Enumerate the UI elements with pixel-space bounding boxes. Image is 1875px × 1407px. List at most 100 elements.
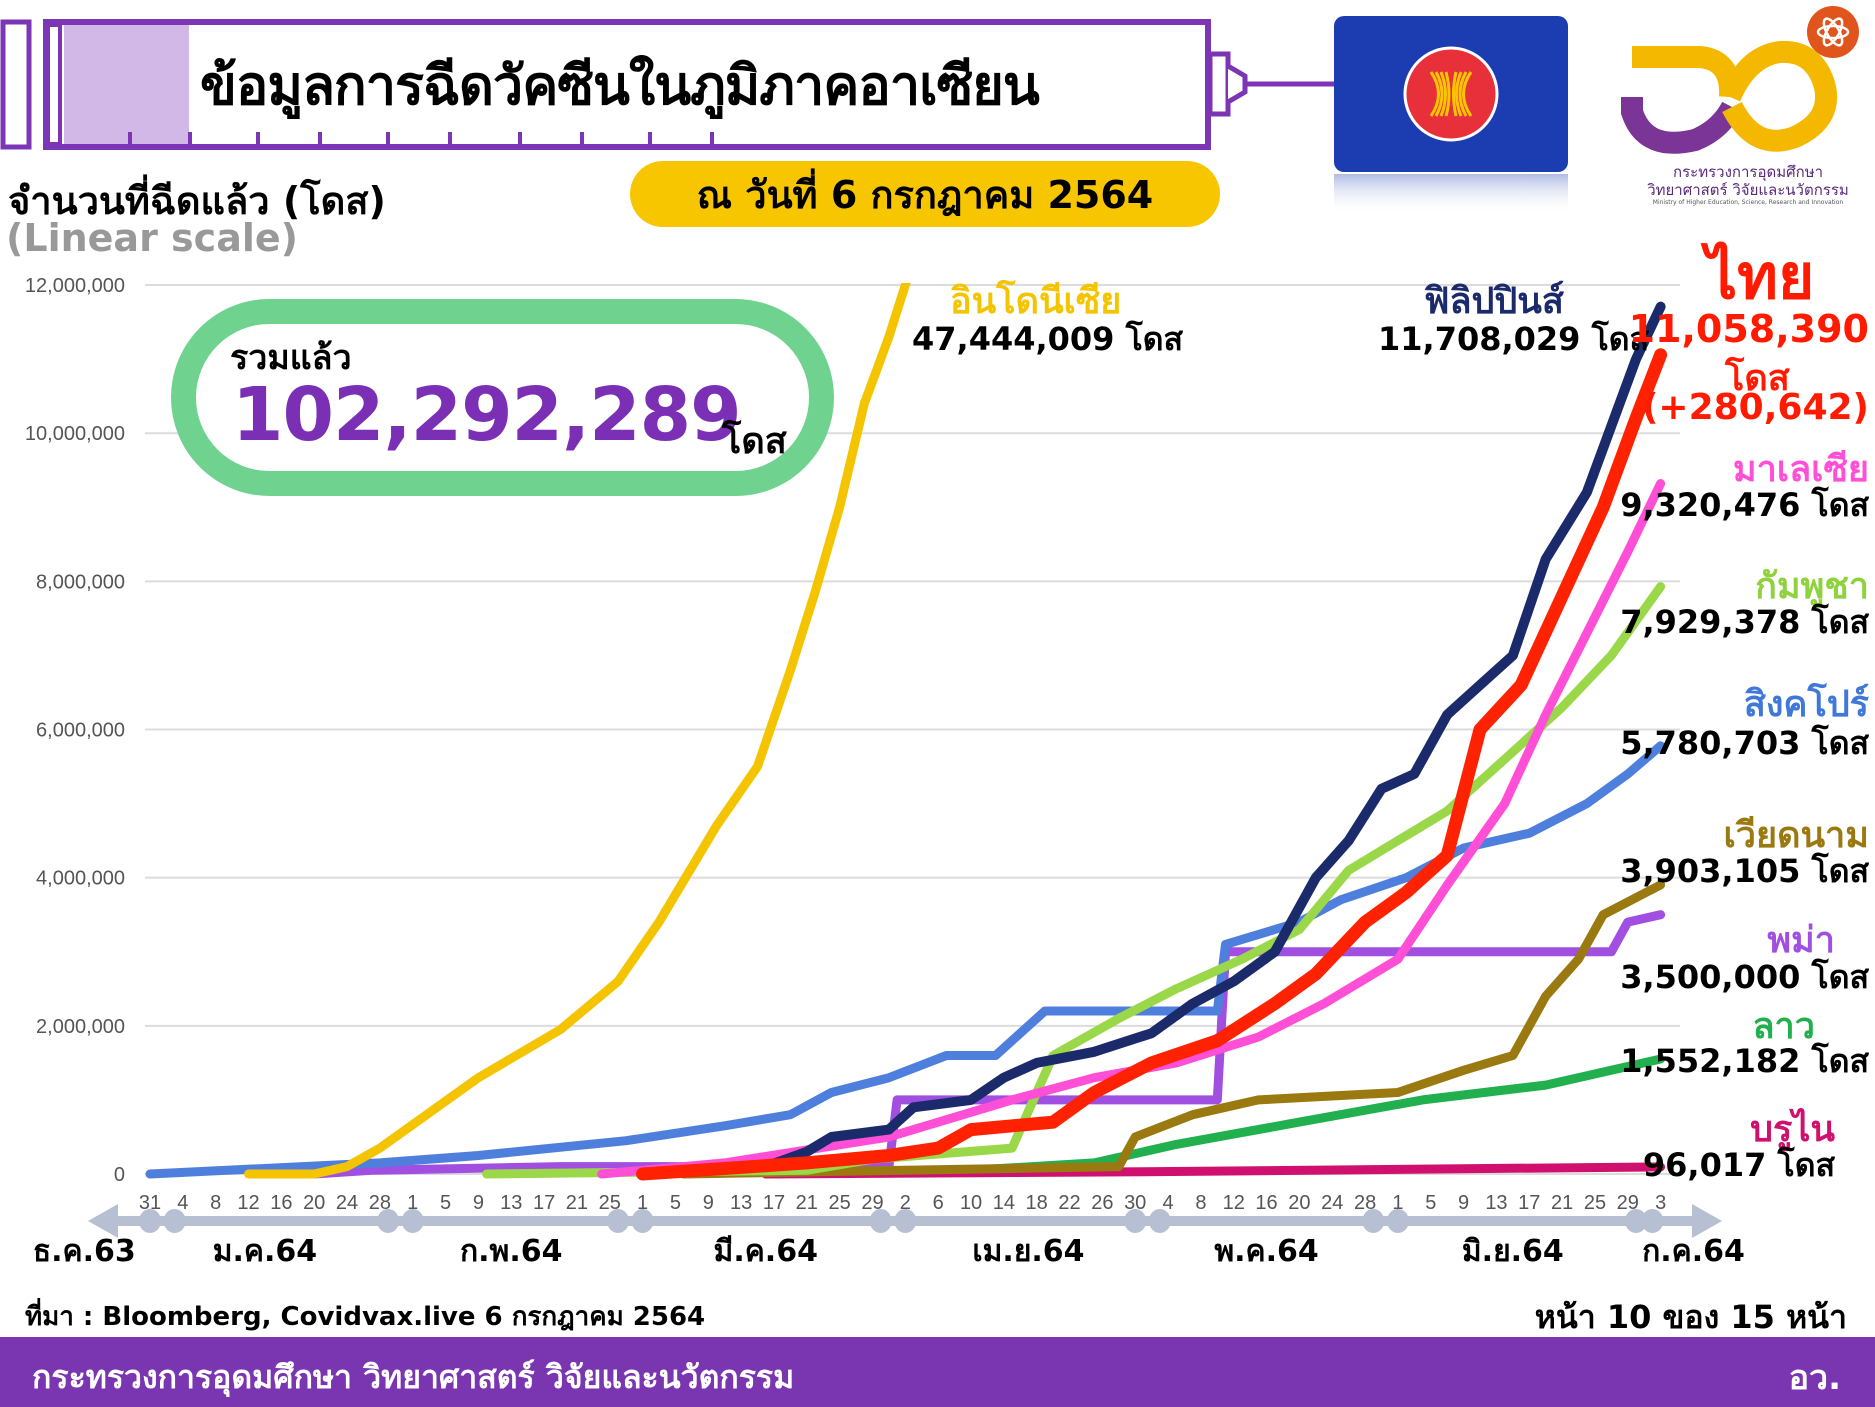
x-tick-label: 6 (933, 1192, 944, 1214)
source-note: ที่มา : Bloomberg, Covidvax.live 6 กรกฎา… (25, 1302, 706, 1332)
ministry-logo-text: กระทรวงการอุดมศึกษา วิทยาศาสตร์ วิจัยและ… (1630, 163, 1866, 207)
footer-bar (0, 1337, 1875, 1407)
label-thailand-change: (+280,642) (1641, 387, 1869, 428)
x-tick-label: 14 (993, 1192, 1015, 1214)
total-value: 102,292,289 (232, 372, 742, 458)
y-tick-label: 0 (114, 1164, 125, 1186)
x-tick-label: 20 (1288, 1192, 1310, 1214)
x-tick-label: 25 (599, 1192, 621, 1214)
series-line-indonesia (244, 283, 911, 1179)
x-tick-label: 21 (1551, 1192, 1573, 1214)
label-thailand-value: 11,058,390 (1628, 307, 1869, 351)
x-tick-label: 13 (1485, 1192, 1507, 1214)
label-indonesia-value: 47,444,009 โดส (912, 320, 1184, 358)
label-laos-value: 1,552,182 โดส (1620, 1042, 1869, 1080)
vaccination-line-chart: 0 2,000,000 4,000,000 6,000,000 8,000,000 10,… (25, 275, 1722, 1238)
x-tick-label: 26 (1091, 1192, 1113, 1214)
x-tick-label: 5 (440, 1192, 451, 1214)
x-tick-label: 9 (703, 1192, 714, 1214)
x-tick-label: 28 (369, 1192, 391, 1214)
x-tick-label: 16 (1255, 1192, 1277, 1214)
x-tick-label: 16 (270, 1192, 292, 1214)
month-boundary-dot (139, 1209, 161, 1233)
x-tick-label: 21 (796, 1192, 818, 1214)
label-vietnam-name: เวียดนาม (1723, 815, 1869, 856)
label-thailand-name: ไทย (1706, 240, 1815, 313)
month-boundary-dot (1124, 1209, 1147, 1233)
label-brunei-value: 96,017 โดส (1642, 1146, 1835, 1184)
x-tick-label: 1 (407, 1192, 418, 1214)
x-tick-label: 25 (1584, 1192, 1606, 1214)
x-tick-label: 4 (1162, 1192, 1173, 1214)
logo-line-1: กระทรวงการอุดมศึกษา (1673, 163, 1823, 181)
label-singapore-value: 5,780,703 โดส (1620, 724, 1869, 762)
y-tick-label: 12,000,000 (25, 275, 125, 297)
logo-line-2: วิทยาศาสตร์ วิจัยและนวัตกรรม (1647, 181, 1849, 199)
series-line-singapore (145, 741, 1666, 1179)
logo-line-3: Ministry of Higher Education, Science, R… (1652, 199, 1844, 206)
month-boundary-dot (1386, 1209, 1409, 1233)
month-boundary-dot (377, 1209, 400, 1233)
month-boundary-dot (869, 1209, 892, 1233)
month-label: ก.ค.64 (1642, 1234, 1745, 1269)
month-label: ม.ค.64 (212, 1234, 318, 1269)
label-singapore-name: สิงคโปร์ (1743, 684, 1869, 725)
footer-abbr: อว. (1788, 1358, 1841, 1398)
x-tick-label: 8 (210, 1192, 221, 1214)
month-boundary-dot (631, 1209, 654, 1233)
total-doses-box (171, 299, 834, 496)
series-group (145, 283, 1668, 1181)
x-tick-label: 13 (500, 1192, 522, 1214)
arrow-left-icon (88, 1204, 118, 1238)
month-boundary-dot (1625, 1209, 1648, 1233)
month-boundary-dot (163, 1209, 186, 1233)
label-thailand-unit: โดส (1725, 358, 1790, 399)
x-tick-label: 21 (566, 1192, 588, 1214)
label-philippines-value: 11,708,029 โดส (1378, 320, 1650, 358)
series-line-vietnam (679, 880, 1666, 1179)
y-axis-title: จำนวนที่ฉีดแล้ว (โดส) (8, 179, 386, 223)
x-tick-label: 12 (237, 1192, 259, 1214)
page-number: หน้า 10 ของ 15 หน้า (1534, 1298, 1847, 1336)
month-boundary-dot (401, 1209, 424, 1233)
footer-ministry: กระทรวงการอุดมศึกษา วิทยาศาสตร์ วิจัยและ… (32, 1358, 795, 1396)
label-laos-name: ลาว (1752, 1006, 1816, 1047)
page-title: ข้อมูลการฉีดวัคซีนในภูมิภาคอาเซียน (200, 54, 1040, 117)
y-tick-label: 2,000,000 (36, 1016, 125, 1038)
x-tick-label: 5 (670, 1192, 681, 1214)
label-vietnam-value: 3,903,105 โดส (1620, 852, 1869, 890)
y-tick-label: 6,000,000 (36, 720, 125, 742)
month-label: เม.ย.64 (972, 1234, 1085, 1269)
series-line-philippines (637, 301, 1666, 1179)
label-malaysia-value: 9,320,476 โดส (1620, 486, 1869, 524)
x-tick-label: 9 (1458, 1192, 1469, 1214)
x-tick-label: 29 (1617, 1192, 1639, 1214)
label-philippines-name: ฟิลิปปินส์ (1424, 281, 1564, 322)
label-cambodia-name: กัมพูชา (1755, 566, 1869, 607)
x-tick-label: 20 (303, 1192, 325, 1214)
month-label: ธ.ค.63 (32, 1234, 136, 1269)
label-cambodia-value: 7,929,378 โดส (1620, 603, 1869, 641)
series-line-malaysia (597, 479, 1666, 1179)
x-tick-label: 30 (1124, 1192, 1146, 1214)
x-tick-label: 25 (829, 1192, 851, 1214)
series-line-thailand (636, 348, 1668, 1181)
label-indonesia-name: อินโดนีเซีย (950, 281, 1122, 322)
y-tick-label: 4,000,000 (36, 868, 125, 890)
month-label: มิ.ย.64 (1461, 1234, 1564, 1269)
month-boundary-dot (1641, 1209, 1664, 1233)
x-tick-label: 12 (1223, 1192, 1245, 1214)
x-tick-label: 24 (1321, 1192, 1343, 1214)
month-label: ก.พ.64 (459, 1234, 563, 1269)
month-boundary-dot (606, 1209, 629, 1233)
syringe-graphic (0, 19, 1336, 150)
label-malaysia-name: มาเลเซีย (1732, 449, 1869, 490)
x-tick-label: 13 (730, 1192, 752, 1214)
x-tick-label: 31 (139, 1192, 161, 1214)
x-tick-label: 22 (1058, 1192, 1080, 1214)
x-tick-label: 10 (960, 1192, 982, 1214)
y-tick-label: 10,000,000 (25, 423, 125, 445)
label-myanmar-value: 3,500,000 โดส (1620, 958, 1869, 996)
x-tick-label: 29 (861, 1192, 883, 1214)
